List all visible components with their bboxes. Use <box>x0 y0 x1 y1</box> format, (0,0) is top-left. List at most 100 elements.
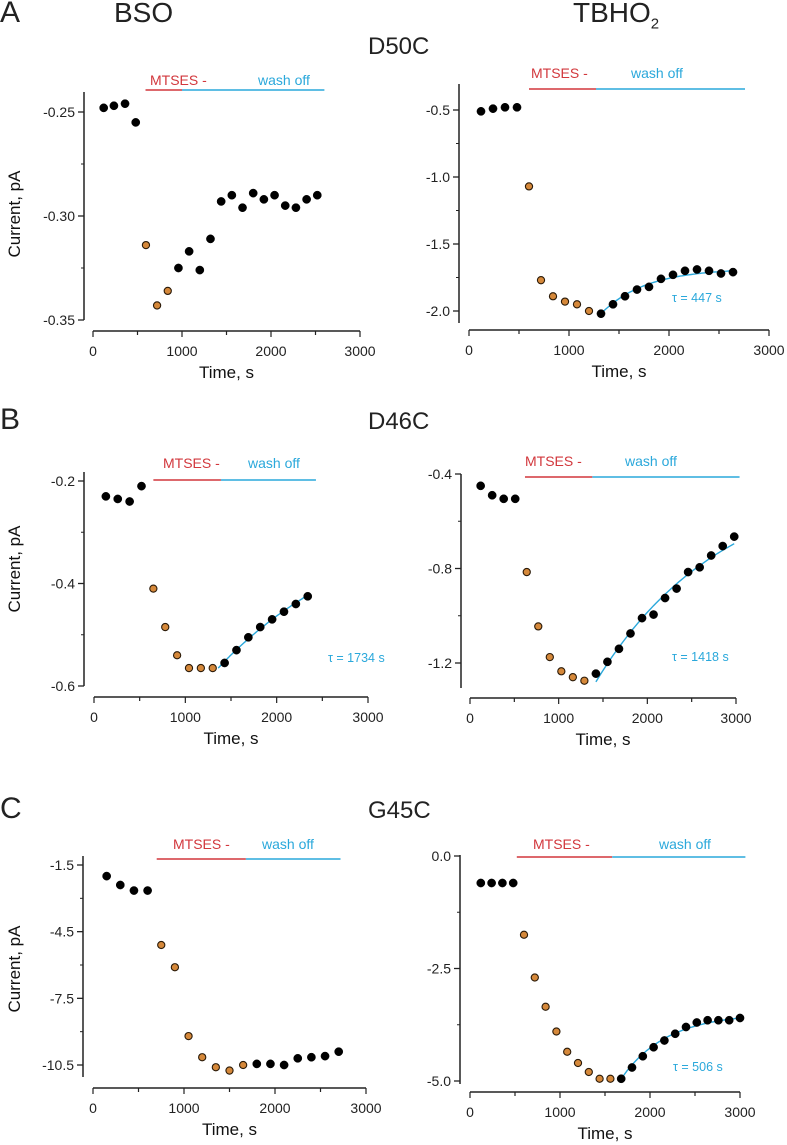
data-point <box>637 613 647 623</box>
data-point <box>206 234 215 244</box>
data-point-mtses <box>172 651 182 660</box>
data-point <box>660 1036 669 1045</box>
data-point <box>248 188 258 198</box>
data-point <box>291 203 301 213</box>
x-tick-label: 3000 <box>753 342 784 358</box>
x-tick-label: 0 <box>466 710 474 726</box>
data-point <box>660 593 670 603</box>
x-tick-label: 0 <box>89 343 97 359</box>
data-point <box>714 1015 723 1025</box>
data-point <box>320 1051 330 1061</box>
data-point <box>735 1013 745 1023</box>
data-point <box>120 99 130 109</box>
data-point <box>703 1015 712 1025</box>
data-point-mtses <box>522 567 531 577</box>
data-point <box>476 481 485 491</box>
y-tick-label: -0.35 <box>43 312 75 328</box>
panel-letter-a: A <box>0 0 21 29</box>
data-point <box>334 1047 344 1057</box>
tau-label: τ = 1734 s <box>328 651 385 665</box>
data-point <box>259 195 269 204</box>
data-point-mtses <box>530 973 539 982</box>
data-point-mtses <box>225 1066 234 1075</box>
y-tick-label: -10.5 <box>42 1057 74 1073</box>
panel-letter-c: C <box>0 792 22 825</box>
x-tick-label: 0 <box>89 1100 97 1116</box>
data-point-mtses <box>595 1074 604 1083</box>
data-point <box>668 270 678 280</box>
y-tick-label: -0.6 <box>51 678 75 694</box>
data-point-mtses <box>563 1047 572 1056</box>
tau-label: τ = 506 s <box>673 1060 723 1074</box>
data-point <box>500 102 510 112</box>
wash-label: wash off <box>247 455 300 471</box>
data-point <box>632 285 642 294</box>
y-tick-label: -0.5 <box>426 102 450 118</box>
data-point <box>656 274 666 284</box>
data-point-mtses <box>184 663 194 673</box>
y-tick-label: -0.4 <box>428 466 452 482</box>
data-point <box>137 481 146 491</box>
data-point-mtses <box>149 584 158 593</box>
data-point <box>728 267 738 277</box>
tau-label: τ = 447 s <box>672 291 722 305</box>
chart-panel-a-tbho2: -0.5 -1.0 -1.5 -2.0 0 1000 2000 3000 Time, s MTSE… <box>426 65 785 381</box>
data-point <box>270 190 279 200</box>
x-tick-label: 0 <box>466 1104 474 1120</box>
x-tick-label: 3000 <box>344 343 375 359</box>
data-point-mtses <box>141 240 151 250</box>
y-tick-label: -1.0 <box>426 169 450 185</box>
data-point <box>216 197 226 206</box>
data-point-mtses <box>584 1067 593 1077</box>
y-tick-label: -4.5 <box>50 924 74 940</box>
data-point <box>125 497 134 506</box>
data-point <box>620 291 630 301</box>
data-point-mtses <box>208 663 217 673</box>
wash-label: wash off <box>630 65 683 81</box>
data-point <box>184 247 194 256</box>
data-point <box>692 1018 702 1027</box>
x-tick-label: 1000 <box>168 1100 199 1116</box>
data-point <box>718 541 728 551</box>
x-axis-label: Time, s <box>591 362 646 381</box>
data-point-mtses <box>584 306 594 316</box>
x-tick-label: 3000 <box>720 710 751 726</box>
data-point-mtses <box>552 1027 561 1036</box>
data-point <box>115 880 125 890</box>
data-point <box>238 203 247 213</box>
data-point <box>608 299 618 309</box>
data-point-mtses <box>557 667 566 676</box>
data-point <box>704 266 714 276</box>
data-point <box>266 1059 275 1069</box>
data-point-mtses <box>545 652 554 662</box>
y-tick-label: -1.5 <box>426 236 450 252</box>
data-point <box>267 615 277 624</box>
data-point <box>279 1060 289 1070</box>
column-title-tbho2: TBHO2 <box>573 0 659 33</box>
data-point-mtses <box>238 1060 248 1070</box>
data-point <box>724 1015 734 1025</box>
chart-panel-b-tbho2: -0.4 -0.8 -1.2 0 1000 2000 3000 Time, s MTSES - w… <box>428 453 752 749</box>
mtses-label: MTSES - <box>525 453 582 469</box>
data-point <box>729 532 739 541</box>
data-point <box>681 1022 691 1032</box>
x-tick-label: 2000 <box>261 709 292 725</box>
x-axis-label: Time, s <box>202 1120 257 1139</box>
x-axis-label: Time, s <box>199 363 254 382</box>
data-point-mtses <box>196 663 206 673</box>
data-point <box>591 669 601 678</box>
data-point <box>280 201 290 210</box>
data-point <box>291 599 301 609</box>
data-point <box>596 309 606 319</box>
data-point-mtses <box>163 286 172 296</box>
y-tick-label: -1.2 <box>428 655 452 671</box>
data-point <box>627 1063 637 1072</box>
data-point <box>99 103 109 113</box>
data-point <box>695 562 704 572</box>
data-point <box>220 658 229 668</box>
chart-panel-b-bso: -0.2 -0.4 -0.6 0 1000 2000 3000 Time, s Current,… <box>5 455 385 748</box>
data-point <box>174 263 183 273</box>
x-tick-label: 0 <box>90 709 98 725</box>
data-point <box>512 102 522 112</box>
data-point-mtses <box>524 182 534 191</box>
